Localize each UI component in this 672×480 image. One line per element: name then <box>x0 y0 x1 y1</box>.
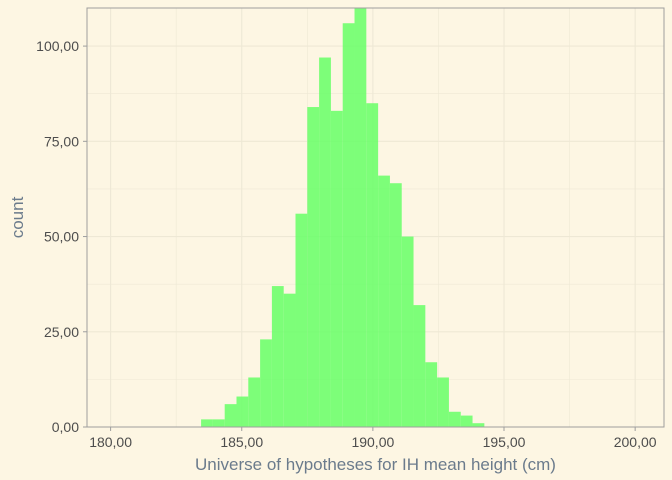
histogram-bars <box>201 8 485 428</box>
histogram-bar <box>224 404 237 427</box>
histogram-bar <box>472 423 485 427</box>
y-tick-label: 100,00 <box>36 38 79 54</box>
histogram-bar <box>295 213 308 427</box>
y-axis-ticks: 0,00 25,00 50,00 75,00 100,00 <box>36 38 87 435</box>
x-tick-label: 190,00 <box>351 434 394 450</box>
histogram-bar <box>413 305 426 427</box>
y-tick-label: 75,00 <box>44 133 79 149</box>
histogram-bar <box>319 57 331 427</box>
x-tick-label: 185,00 <box>220 434 263 450</box>
histogram-bar <box>283 293 296 427</box>
histogram-bar <box>366 103 379 428</box>
x-tick-label: 195,00 <box>483 434 526 450</box>
histogram-bar <box>260 339 272 427</box>
y-tick-label: 25,00 <box>44 324 79 340</box>
histogram-bar <box>248 377 261 427</box>
histogram-bar <box>378 175 390 427</box>
panel-border <box>86 7 665 428</box>
x-tick-label: 180,00 <box>89 434 132 450</box>
histogram-bar <box>212 419 225 427</box>
histogram-bar <box>271 286 284 427</box>
histogram-bar <box>425 362 438 427</box>
y-axis-title: count <box>8 196 27 238</box>
histogram-bar <box>401 236 414 427</box>
y-tick-label: 50,00 <box>44 229 79 245</box>
histogram-bar <box>330 110 343 427</box>
x-axis-title: Universe of hypotheses for IH mean heigh… <box>195 455 556 474</box>
histogram-bar <box>460 415 473 427</box>
histogram-bar <box>437 377 449 427</box>
x-tick-label: 200,00 <box>614 434 657 450</box>
y-tick-label: 0,00 <box>52 419 79 435</box>
histogram-bar <box>354 8 367 427</box>
histogram-bar <box>389 183 402 427</box>
histogram-bar <box>236 396 249 427</box>
histogram-bar <box>307 107 320 427</box>
histogram-bar <box>201 419 213 427</box>
histogram-bar <box>342 23 355 428</box>
histogram-bar <box>448 411 461 427</box>
x-axis-ticks: 180,00 185,00 190,00 195,00 200,00 <box>89 427 657 450</box>
